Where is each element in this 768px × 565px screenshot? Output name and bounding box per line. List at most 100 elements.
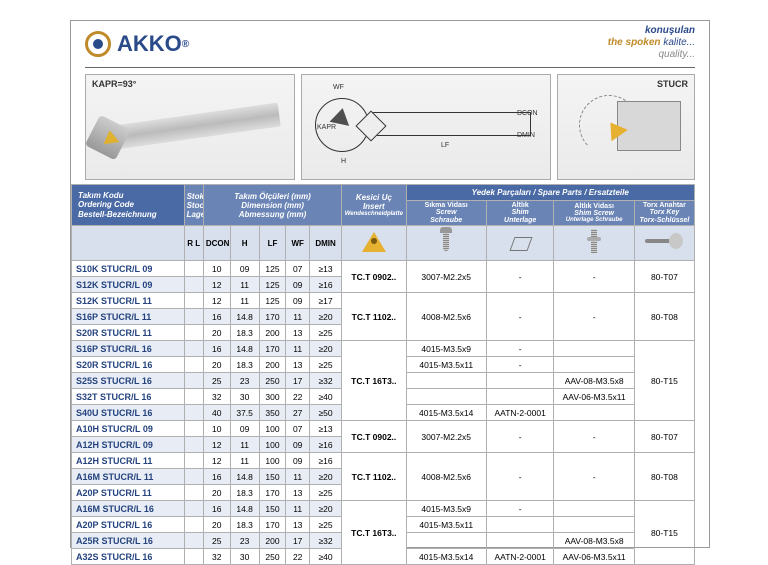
cell-rl (184, 373, 203, 389)
dim-dcon: DCON (517, 110, 538, 117)
cell-lf: 170 (259, 517, 286, 533)
table-body: S10K STUCR/L 09100912507≥13TC.T 0902..30… (72, 261, 695, 565)
dim-wf: WF (333, 84, 344, 91)
cell-dmin: ≥25 (309, 485, 341, 501)
tool-photo (99, 103, 281, 152)
cell-shimscrew: - (554, 421, 634, 453)
col-dcon: DCON (203, 226, 230, 261)
cell-h: 11 (230, 437, 259, 453)
cell-code: A16M STUCR/L 16 (72, 501, 185, 517)
cell-dcon: 20 (203, 357, 230, 373)
torx-icon (645, 227, 683, 257)
header-screw: Sıkma VidasıScrewSchraube (406, 201, 486, 226)
col-rl: R L (184, 226, 203, 261)
cell-lf: 150 (259, 501, 286, 517)
icon-insert-cell (342, 226, 406, 261)
cell-wf: 22 (286, 549, 310, 565)
cell-h: 14.8 (230, 341, 259, 357)
cell-wf: 11 (286, 309, 310, 325)
cell-h: 11 (230, 453, 259, 469)
cell-dcon: 12 (203, 437, 230, 453)
header-shimscrew: Altlık VidasıShim ScrewUnterlage Schraub… (554, 201, 634, 226)
cell-lf: 100 (259, 421, 286, 437)
cell-dmin: ≥13 (309, 421, 341, 437)
cell-insert: TC.T 1102.. (342, 293, 406, 341)
cell-dcon: 12 (203, 293, 230, 309)
tool-photo-box: KAPR=93° (85, 74, 295, 180)
cell-dcon: 20 (203, 325, 230, 341)
cell-dcon: 16 (203, 469, 230, 485)
cell-rl (184, 309, 203, 325)
header: AKKO ® konuşulan the spoken kalite... qu… (71, 21, 709, 67)
cell-dcon: 20 (203, 517, 230, 533)
cell-torx: 80-T08 (634, 453, 694, 501)
cell-dcon: 16 (203, 341, 230, 357)
cell-dmin: ≥16 (309, 437, 341, 453)
cell-dmin: ≥13 (309, 261, 341, 277)
cell-wf: 09 (286, 293, 310, 309)
brand-name: AKKO (117, 31, 182, 57)
cell-wf: 09 (286, 437, 310, 453)
col-lf: LF (259, 226, 286, 261)
cell-shimscrew (554, 517, 634, 533)
cell-torx: 80-T08 (634, 293, 694, 341)
table-row: A12H STUCR/L 11121110009≥16TC.T 1102..40… (72, 453, 695, 469)
cell-dmin: ≥32 (309, 373, 341, 389)
insert-shape-icon (362, 232, 386, 252)
cell-wf: 13 (286, 357, 310, 373)
cell-lf: 200 (259, 357, 286, 373)
col-wf: WF (286, 226, 310, 261)
cell-shim: - (486, 261, 554, 293)
cell-code: A20P STUCR/L 11 (72, 485, 185, 501)
cell-dcon: 10 (203, 421, 230, 437)
cell-code: S40U STUCR/L 16 (72, 405, 185, 421)
dim-h: H (341, 158, 346, 165)
header-torx: Torx AnahtarTorx KeyTorx-Schlüssel (634, 201, 694, 226)
cell-h: 11 (230, 293, 259, 309)
cell-wf: 07 (286, 421, 310, 437)
cell-h: 09 (230, 421, 259, 437)
cell-screw: 4008-M2.5x6 (406, 453, 486, 501)
cell-lf: 200 (259, 325, 286, 341)
cell-h: 18.3 (230, 485, 259, 501)
icon-screw-cell (406, 226, 486, 261)
cell-code: S20R STUCR/L 11 (72, 325, 185, 341)
cell-dmin: ≥16 (309, 453, 341, 469)
cell-lf: 100 (259, 437, 286, 453)
cell-h: 14.8 (230, 469, 259, 485)
col-h: H (230, 226, 259, 261)
cell-shimscrew (554, 357, 634, 373)
cell-insert: TC.T 16T3.. (342, 341, 406, 421)
icon-shimscrew-cell (554, 226, 634, 261)
cell-screw: 3007-M2.2x5 (406, 261, 486, 293)
cell-dcon: 10 (203, 261, 230, 277)
brand-logo: AKKO ® (85, 31, 189, 57)
cell-shim: - (486, 341, 554, 357)
spec-table-wrap: Takım Kodu Ordering Code Bestell-Bezeich… (71, 184, 709, 565)
cell-shimscrew (554, 501, 634, 517)
table-row: A10H STUCR/L 09100910007≥13TC.T 0902..30… (72, 421, 695, 437)
cell-rl (184, 453, 203, 469)
cell-h: 37.5 (230, 405, 259, 421)
cell-dmin: ≥20 (309, 469, 341, 485)
header-code: Takım Kodu Ordering Code Bestell-Bezeich… (72, 185, 185, 226)
icon-torx-cell (634, 226, 694, 261)
cell-lf: 170 (259, 341, 286, 357)
kapr-label: KAPR=93° (92, 79, 136, 89)
cell-shim: - (486, 421, 554, 453)
cell-dmin: ≥20 (309, 309, 341, 325)
cell-lf: 100 (259, 453, 286, 469)
cell-screw: 3007-M2.2x5 (406, 421, 486, 453)
cell-insert: TC.T 16T3.. (342, 501, 406, 565)
cell-h: 09 (230, 261, 259, 277)
dim-kapr: KAPR (317, 124, 336, 131)
cell-lf: 170 (259, 485, 286, 501)
cell-rl (184, 421, 203, 437)
cell-wf: 11 (286, 469, 310, 485)
col-dmin: DMIN (309, 226, 341, 261)
cell-code: A20P STUCR/L 16 (72, 517, 185, 533)
stucr-diagram (571, 87, 681, 167)
cell-code: A10H STUCR/L 09 (72, 421, 185, 437)
cell-shimscrew: AAV-08-M3.5x8 (554, 373, 634, 389)
cell-shimscrew: - (554, 293, 634, 341)
